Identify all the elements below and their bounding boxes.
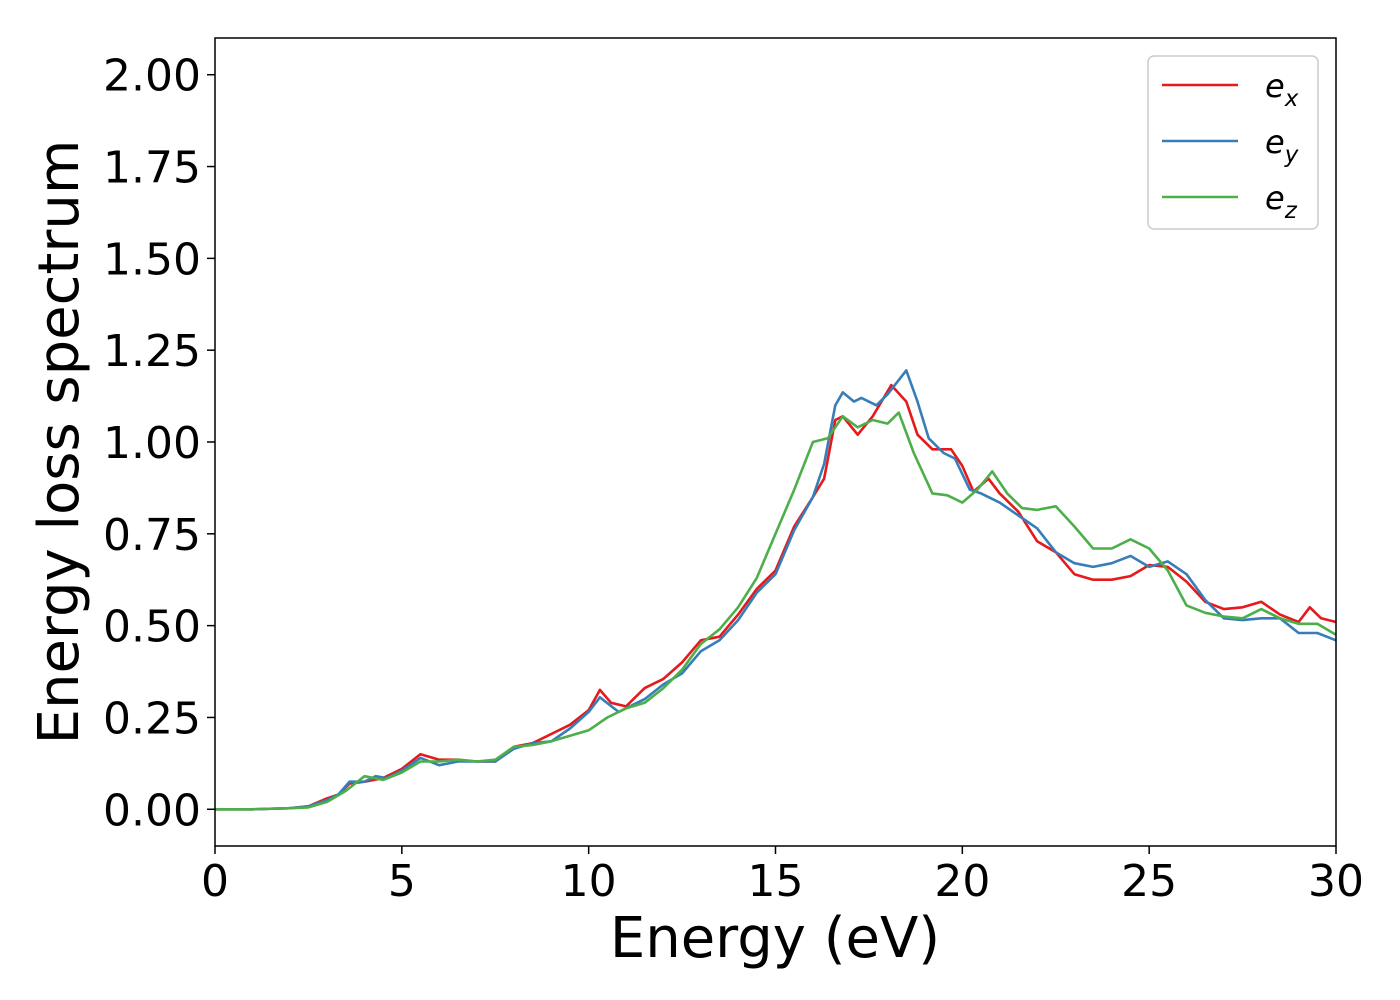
y-tick-label: 0.25 <box>103 693 201 744</box>
x-tick-label: 15 <box>748 856 804 907</box>
series-line-z <box>215 411 1337 811</box>
series-line-y <box>215 369 1337 811</box>
x-axis: 0 5 10 15 20 25 30 <box>201 846 1364 907</box>
x-axis-title: Energy (eV) <box>610 906 940 971</box>
x-tick-label: 20 <box>934 856 990 907</box>
legend-label-z: ez <box>1265 179 1298 224</box>
legend-label-y: ey <box>1265 123 1299 168</box>
y-axis-title: Energy loss spectrum <box>27 140 92 745</box>
legend-box <box>1147 55 1319 230</box>
y-tick-label: 1.25 <box>103 326 201 377</box>
x-tick-label: 0 <box>201 856 229 907</box>
y-tick-label: 1.00 <box>103 418 201 469</box>
series-group <box>215 369 1337 811</box>
y-tick-label: 2.00 <box>103 51 201 102</box>
y-tick-label: 1.75 <box>103 143 201 194</box>
y-tick-label: 0.75 <box>103 510 201 561</box>
y-tick-label: 0.00 <box>103 785 201 836</box>
x-tick-label: 5 <box>388 856 416 907</box>
legend-label-x: ex <box>1265 67 1299 112</box>
y-tick-label: 0.50 <box>103 602 201 653</box>
x-tick-label: 10 <box>561 856 617 907</box>
x-tick-label: 25 <box>1121 856 1177 907</box>
x-tick-label: 30 <box>1308 856 1364 907</box>
legend: ex ey ez <box>1147 55 1319 230</box>
y-tick-label: 1.50 <box>103 234 201 285</box>
y-axis: 0.00 0.25 0.50 0.75 1.00 1.25 1.50 1.75 2.00 <box>103 51 215 836</box>
